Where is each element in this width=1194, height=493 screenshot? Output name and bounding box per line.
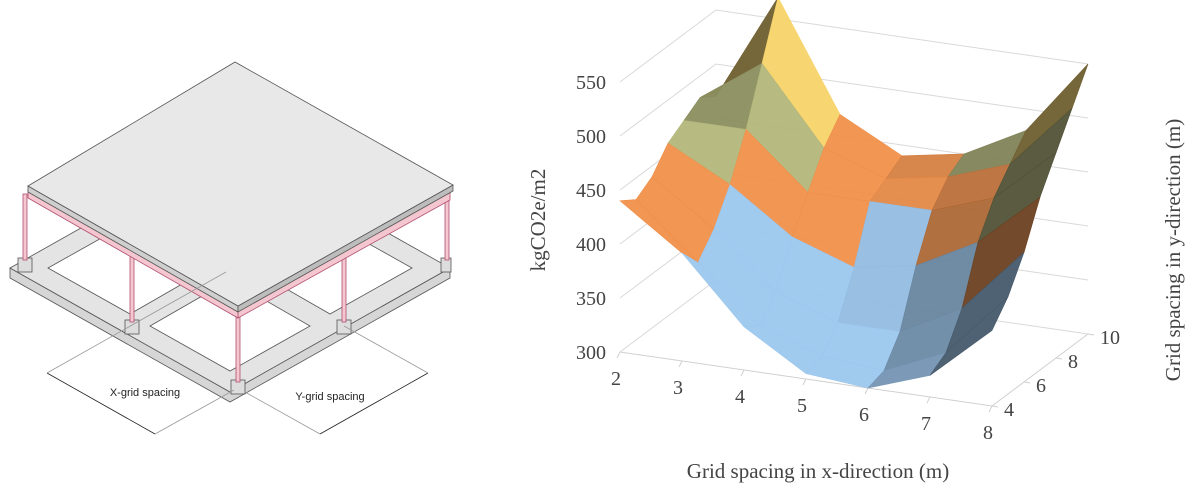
x-tick	[865, 388, 868, 394]
y-tick	[992, 406, 998, 407]
y-tick-label: 8	[1068, 351, 1078, 373]
figure: X-grid spacing Y-grid spacing 300 350 400 4…	[0, 0, 1194, 488]
x-tick	[927, 397, 930, 403]
x-tick	[617, 352, 620, 358]
x-tick	[679, 361, 682, 367]
x-tick-label: 3	[673, 377, 683, 399]
x-tick-label: 6	[859, 404, 869, 426]
x-axis-title: Grid spacing in x-direction (m)	[687, 459, 949, 483]
y-tick	[1088, 334, 1094, 335]
y-tick	[1056, 358, 1062, 359]
x-grid-label: X-grid spacing	[110, 387, 180, 399]
x-tick-label: 8	[983, 422, 993, 444]
x-tick	[989, 406, 992, 412]
y-tick-label: 4	[1004, 399, 1014, 421]
x-tick-label: 5	[797, 395, 807, 417]
z-tick-label: 300	[576, 342, 606, 364]
structure-diagram	[10, 62, 453, 434]
y-axis-title: Grid spacing in y-direction (m)	[1161, 119, 1185, 381]
z-tick-label: 500	[576, 126, 606, 148]
z-tick-label: 400	[576, 234, 606, 256]
y-grid-label: Y-grid spacing	[295, 391, 364, 403]
z-tick-label: 550	[576, 72, 606, 94]
z-tick-label: 350	[576, 288, 606, 310]
surface	[620, 0, 1088, 388]
y-tick-label: 6	[1036, 375, 1046, 397]
x-tick	[803, 379, 806, 385]
z-axis-title: kgCO2e/m2	[526, 169, 550, 272]
x-tick-label: 4	[735, 386, 745, 408]
y-tick-label: 10	[1100, 327, 1120, 349]
z-tick-label: 450	[576, 180, 606, 202]
y-tick	[1024, 382, 1030, 383]
x-tick-label: 7	[921, 413, 931, 435]
grid-line	[620, 10, 1088, 82]
x-tick-label: 2	[611, 368, 621, 390]
x-tick	[741, 370, 744, 376]
